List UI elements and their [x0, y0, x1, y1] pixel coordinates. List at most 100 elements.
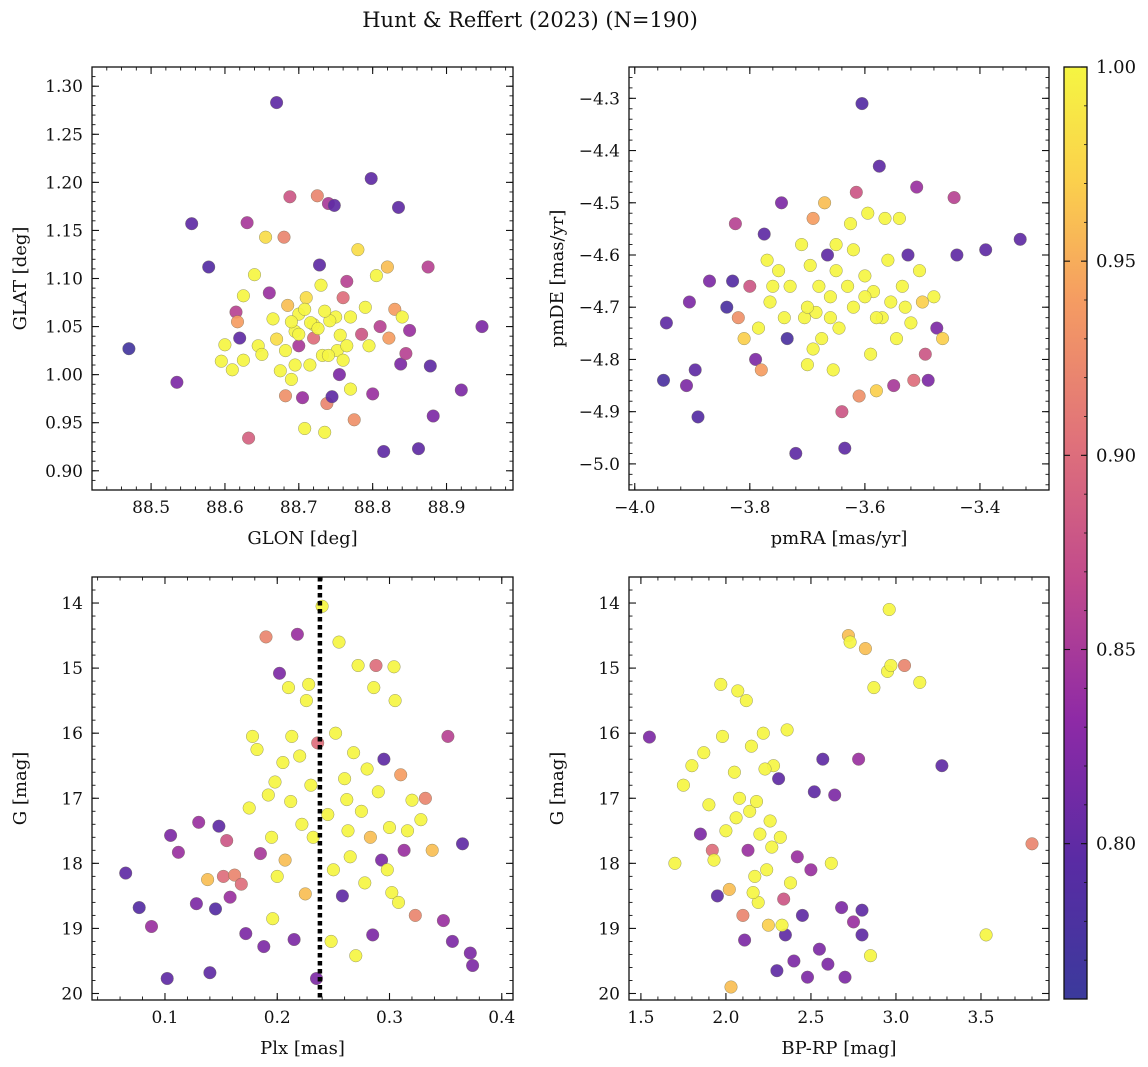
data-point — [292, 339, 306, 353]
colorbar-gradient — [1063, 66, 1088, 1000]
data-point — [408, 908, 422, 922]
y-tick-label: 1.30 — [45, 77, 83, 97]
data-point — [777, 892, 791, 906]
x-tick-label: 88.8 — [354, 498, 392, 518]
data-point — [266, 912, 280, 926]
data-point — [890, 332, 903, 346]
data-point — [355, 327, 369, 341]
data-point — [284, 372, 298, 386]
data-point — [268, 775, 282, 789]
data-point — [369, 659, 383, 672]
data-point — [642, 730, 656, 744]
data-point — [657, 373, 670, 387]
data-point — [947, 191, 961, 205]
data-point — [189, 897, 203, 911]
data-point — [236, 353, 250, 367]
data-point — [284, 315, 298, 329]
data-point — [757, 227, 771, 241]
data-point — [259, 230, 273, 244]
y-axis-label: G [mag] — [547, 752, 568, 825]
data-point — [795, 238, 809, 252]
y-axis-label: GLAT [deg] — [10, 227, 31, 331]
data-point — [284, 795, 298, 808]
data-point — [733, 791, 746, 805]
data-point — [748, 869, 762, 883]
data-point — [223, 890, 237, 904]
data-point — [716, 729, 729, 743]
y-tick-label: −4.5 — [579, 194, 620, 214]
data-point — [872, 159, 886, 173]
data-point — [869, 311, 883, 325]
data-point — [765, 840, 779, 854]
data-point — [800, 300, 814, 314]
data-point — [775, 196, 788, 210]
data-point — [412, 442, 425, 456]
y-tick-label: 17 — [598, 789, 620, 809]
data-point — [743, 804, 757, 818]
data-point — [209, 902, 222, 916]
data-point — [426, 409, 440, 423]
data-point — [351, 243, 365, 257]
y-axis-label: pmDE [mas/yr] — [547, 210, 568, 348]
panel-plx-g: 0.1 0.2 0.3 0.4 14 15 16 17 18 19 20 Plx [mas] G [ma… — [10, 576, 515, 1059]
data-point — [373, 320, 387, 334]
data-point — [668, 856, 682, 870]
data-point — [821, 957, 835, 971]
data-point — [1025, 837, 1039, 851]
data-point — [741, 843, 755, 857]
x-tick-label: 88.6 — [206, 498, 244, 518]
data-point — [257, 940, 271, 954]
data-point — [738, 933, 752, 947]
data-point — [287, 933, 301, 946]
data-point — [325, 390, 339, 404]
data-point — [405, 793, 419, 807]
data-point — [758, 762, 772, 776]
data-point — [321, 808, 335, 821]
data-point — [332, 368, 346, 382]
data-point — [253, 847, 267, 861]
data-point — [773, 830, 787, 844]
data-point — [385, 886, 399, 900]
data-point — [358, 876, 372, 890]
colorbar-tick-label: 0.80 — [1096, 834, 1136, 855]
data-point — [724, 980, 738, 994]
data-point — [904, 316, 918, 330]
data-point — [921, 373, 935, 387]
data-point — [310, 972, 323, 985]
x-tick-label: −4.0 — [614, 498, 655, 518]
data-point — [719, 824, 733, 838]
data-point — [795, 908, 809, 922]
data-point — [170, 375, 184, 389]
data-point — [847, 915, 860, 929]
data-point — [441, 729, 455, 743]
y-tick-label: −4.4 — [579, 142, 620, 162]
data-point — [838, 970, 852, 984]
data-point — [436, 914, 450, 928]
y-tick-label: 1.15 — [45, 221, 83, 241]
data-point — [388, 694, 402, 708]
data-point — [731, 684, 745, 698]
y-tick-label: 1.00 — [45, 366, 83, 386]
x-tick-label: 3.0 — [882, 1008, 909, 1028]
data-point — [266, 312, 280, 326]
x-axis-label: GLON [deg] — [247, 528, 357, 549]
data-point — [340, 274, 354, 288]
data-point — [261, 788, 275, 802]
data-point — [303, 358, 317, 372]
data-point — [754, 363, 768, 377]
data-point — [766, 279, 780, 293]
data-point — [744, 739, 758, 753]
data-point — [838, 441, 852, 455]
data-point — [242, 431, 256, 445]
data-point — [884, 659, 898, 672]
axes-frame — [91, 576, 514, 1001]
y-tick-label: 19 — [61, 919, 83, 939]
y-tick-label: 18 — [61, 854, 83, 874]
x-axis-label: pmRA [mas/yr] — [771, 528, 908, 549]
data-point — [314, 278, 328, 292]
data-point — [907, 373, 921, 387]
data-point — [855, 903, 869, 917]
data-point — [780, 723, 794, 737]
data-point — [887, 379, 901, 393]
data-point — [367, 681, 381, 695]
